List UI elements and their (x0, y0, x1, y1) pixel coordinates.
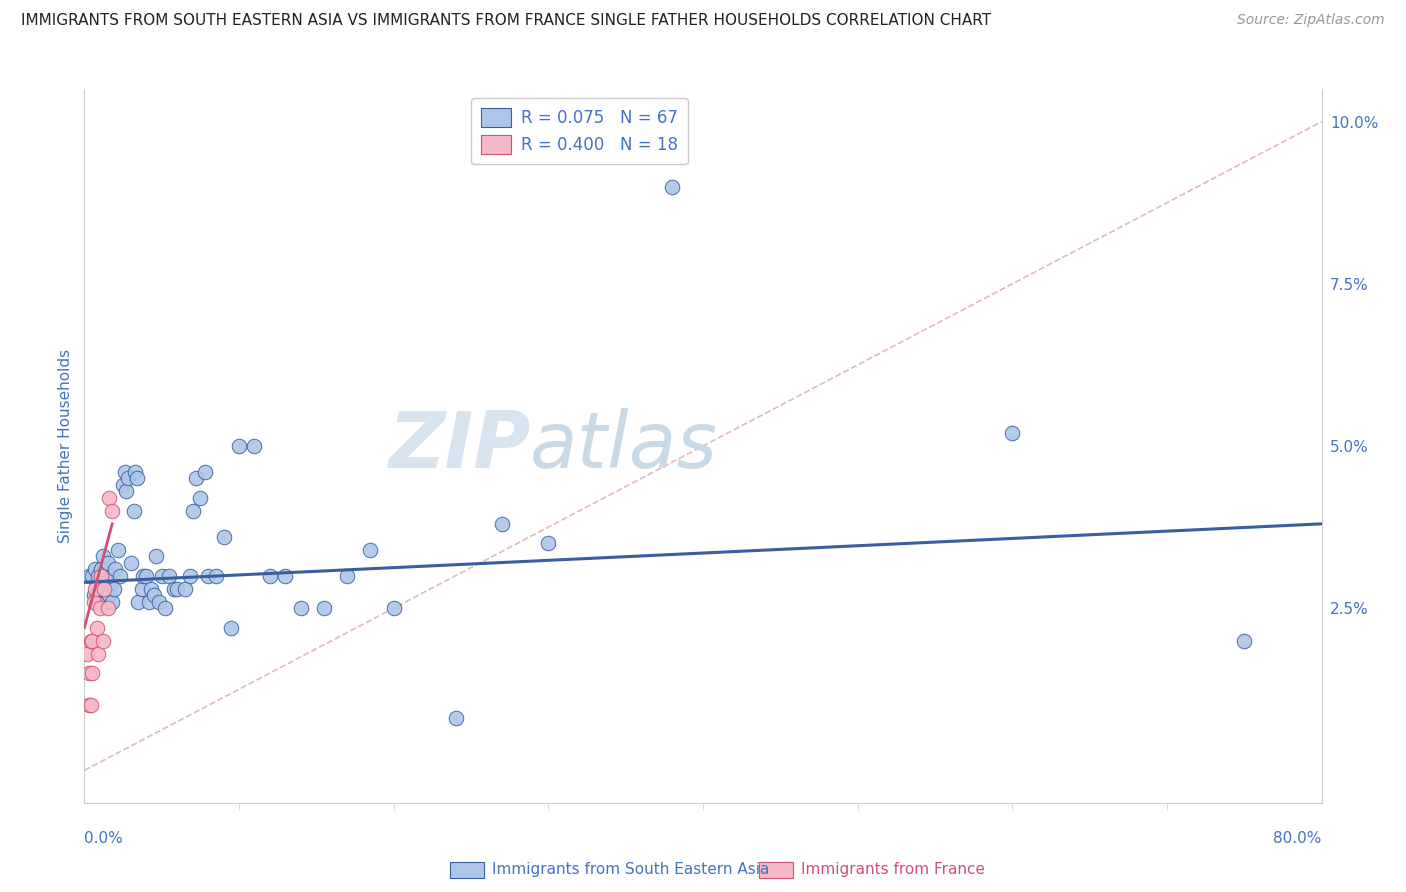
Text: IMMIGRANTS FROM SOUTH EASTERN ASIA VS IMMIGRANTS FROM FRANCE SINGLE FATHER HOUSE: IMMIGRANTS FROM SOUTH EASTERN ASIA VS IM… (21, 13, 991, 29)
Point (120, 556, 142, 570)
Point (87, 568, 110, 582)
Point (124, 465, 146, 479)
Point (290, 601, 312, 615)
Point (125, 471, 148, 485)
Point (103, 582, 125, 596)
Point (89, 601, 111, 615)
Point (184, 471, 207, 485)
Point (179, 568, 201, 582)
Point (86, 621, 108, 635)
Point (101, 568, 124, 582)
Point (382, 601, 405, 615)
Point (79, 698, 101, 713)
Point (122, 504, 145, 518)
Point (138, 595, 160, 609)
Point (93, 582, 115, 596)
Point (135, 568, 157, 582)
Point (444, 711, 467, 725)
Point (188, 491, 212, 505)
Point (537, 536, 560, 550)
Point (100, 575, 122, 590)
Point (83, 588, 105, 602)
Text: 80.0%: 80.0% (1274, 831, 1322, 847)
Point (82, 633, 104, 648)
Point (77, 666, 100, 681)
Point (228, 439, 250, 453)
Point (117, 471, 139, 485)
Point (114, 465, 136, 479)
Point (243, 439, 266, 453)
Point (101, 504, 124, 518)
Point (166, 582, 188, 596)
Point (197, 568, 219, 582)
Point (97, 556, 120, 570)
Text: Immigrants from France: Immigrants from France (801, 863, 986, 877)
Y-axis label: Single Father Households: Single Father Households (58, 349, 73, 543)
Point (97, 601, 120, 615)
Point (86, 588, 108, 602)
Point (101, 595, 124, 609)
Point (94, 595, 117, 609)
Point (360, 542, 382, 557)
Point (212, 530, 235, 544)
Point (159, 568, 181, 582)
Point (1233, 633, 1256, 648)
Text: atlas: atlas (530, 408, 717, 484)
Point (181, 504, 204, 518)
Point (77, 568, 100, 582)
Point (131, 582, 153, 596)
Point (90, 562, 112, 576)
Point (84, 562, 107, 576)
Point (76, 647, 98, 661)
Point (132, 568, 155, 582)
Point (336, 568, 359, 582)
Point (128, 595, 150, 609)
Point (153, 601, 176, 615)
Point (139, 582, 162, 596)
Point (83, 595, 105, 609)
Point (221, 621, 243, 635)
Point (108, 568, 131, 582)
Point (205, 568, 228, 582)
Point (274, 568, 297, 582)
Point (98, 491, 121, 505)
Point (107, 542, 129, 557)
Point (115, 484, 138, 499)
Point (82, 568, 104, 582)
Point (661, 179, 683, 194)
Point (91, 633, 114, 648)
Point (143, 588, 166, 602)
Point (112, 478, 135, 492)
Point (150, 568, 173, 582)
Text: Source: ZipAtlas.com: Source: ZipAtlas.com (1237, 13, 1385, 28)
Point (77, 698, 100, 713)
Point (491, 516, 513, 531)
Point (98, 588, 121, 602)
Point (91, 549, 114, 564)
Point (90, 568, 112, 582)
Text: Immigrants from South Eastern Asia: Immigrants from South Eastern Asia (492, 863, 769, 877)
Legend: R = 0.075   N = 67, R = 0.400   N = 18: R = 0.075 N = 67, R = 0.400 N = 18 (471, 97, 688, 164)
Point (104, 562, 127, 576)
Point (145, 549, 167, 564)
Point (93, 582, 115, 596)
Point (89, 582, 111, 596)
Point (87, 647, 110, 661)
Point (163, 582, 186, 596)
Point (1001, 425, 1024, 440)
Point (259, 568, 281, 582)
Text: ZIP: ZIP (388, 408, 530, 484)
Point (148, 595, 170, 609)
Point (194, 465, 217, 479)
Point (174, 582, 197, 596)
Point (82, 666, 104, 681)
Point (84, 582, 107, 596)
Point (79, 633, 101, 648)
Text: 0.0%: 0.0% (84, 831, 124, 847)
Point (314, 601, 336, 615)
